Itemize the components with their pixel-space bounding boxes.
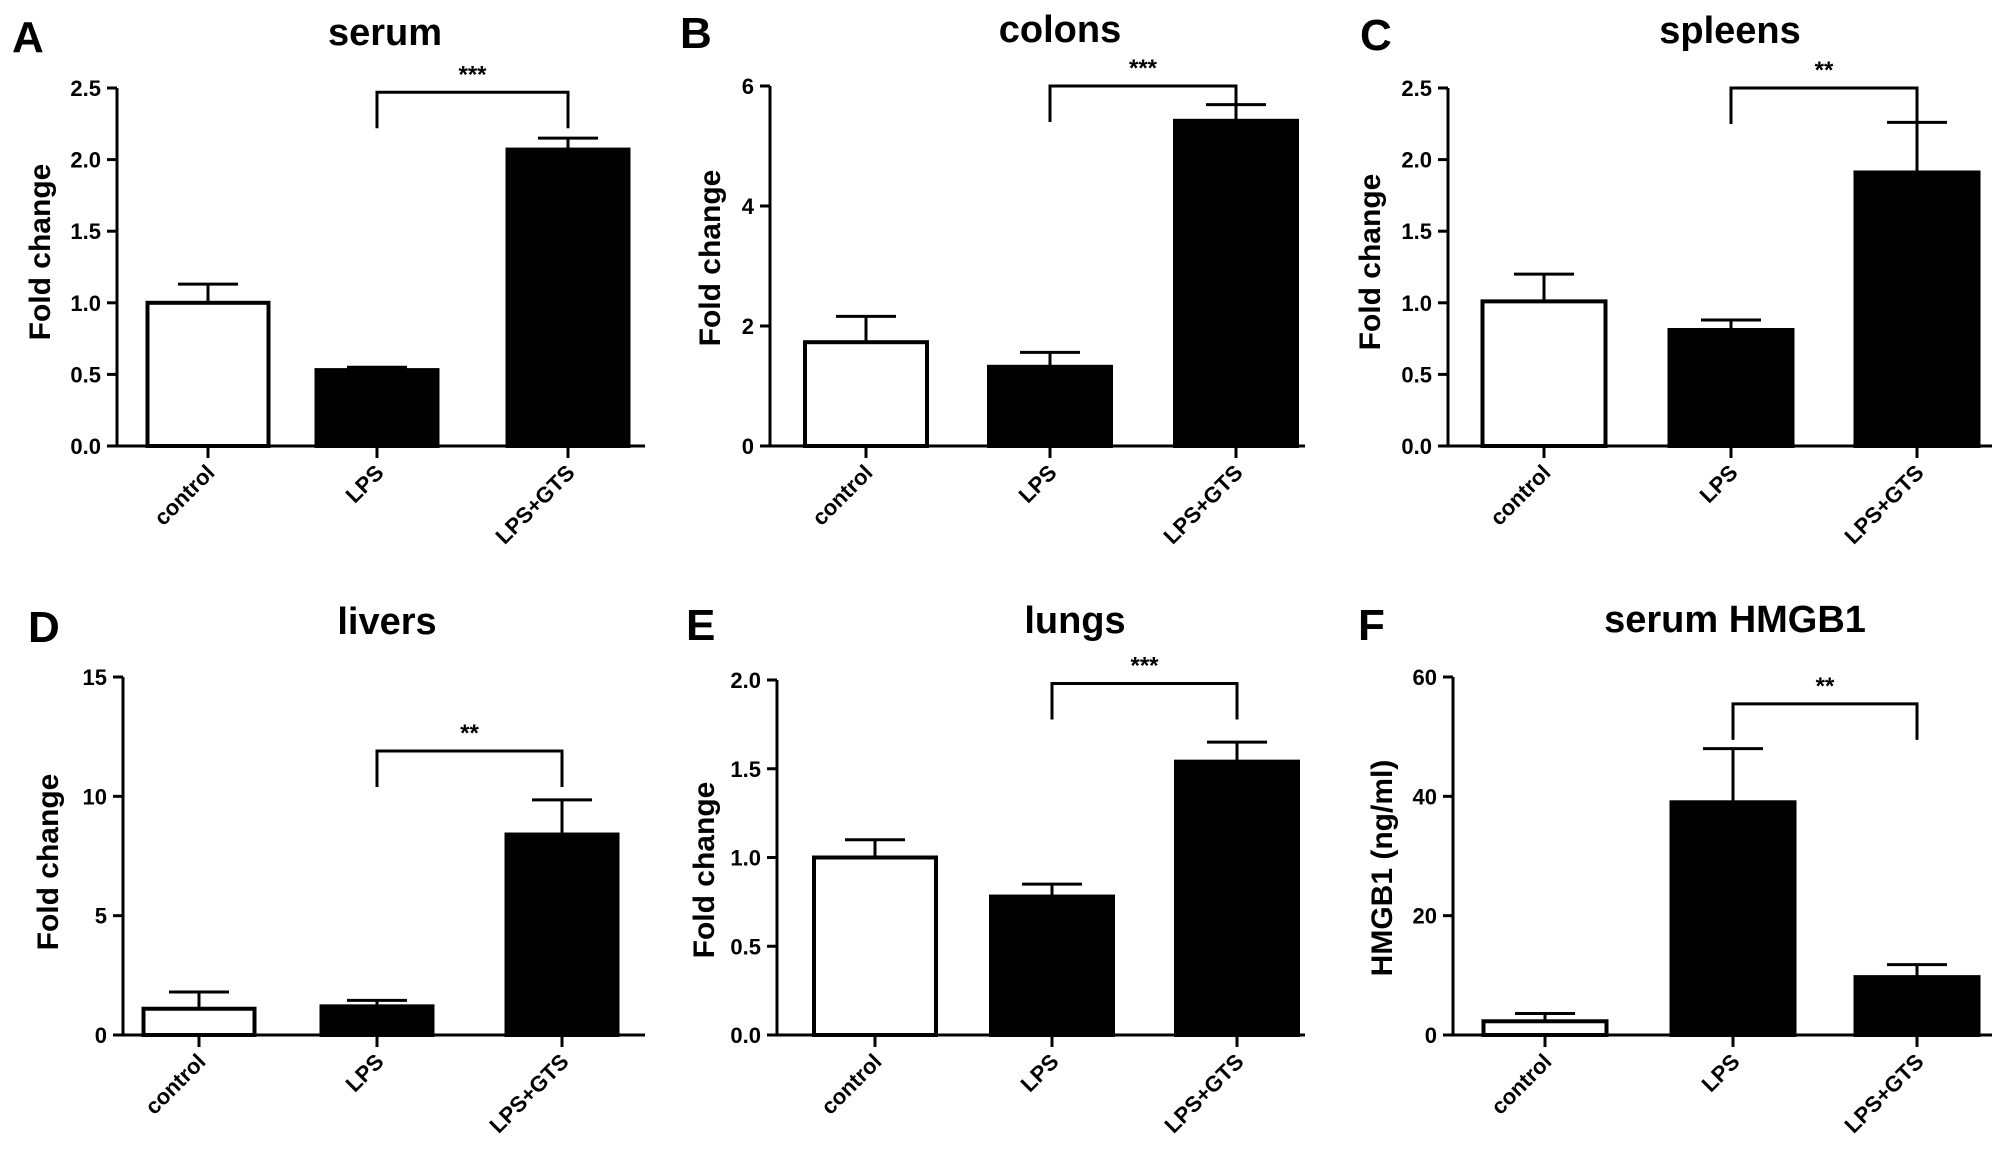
y-tick-label: 40 [1413,784,1437,809]
bar [1173,118,1299,449]
chart-title: livers [337,601,436,643]
chart-title: serum HMGB1 [1604,599,1866,641]
panel-letter: D [28,603,60,652]
significance-bracket [375,749,564,787]
significance-bracket [1050,682,1239,720]
y-tick-label: 1.0 [70,291,101,316]
y-tick-label: 0.5 [1401,362,1432,387]
y-tick-label: 15 [83,665,107,690]
significance-bracket [375,90,570,129]
y-axis-label: Fold change [694,170,727,347]
significance-label: ** [1815,57,1834,84]
significance-bracket [1731,702,1919,740]
panel-letter: E [686,601,715,650]
bar [504,832,620,1038]
bar [141,1006,257,1037]
bar [989,894,1115,1037]
y-tick-label: 4 [742,194,755,219]
chart-panel-c: C spleens Fold change 0.0 0.5 1.0 1.5 2.0 2.5… [1354,10,1992,549]
y-tick-label: 60 [1413,665,1437,690]
significance-label: *** [1129,55,1158,82]
bar [1853,170,1981,448]
y-tick-label: 10 [83,784,107,809]
chart-panel-a: A serum Fold change 0.00.51.01.52.02.5co… [12,12,645,549]
y-tick-label: 0 [742,434,754,459]
panel-letter: B [680,9,712,58]
bar [1669,800,1797,1037]
bar [319,1004,435,1037]
y-tick-label: 20 [1413,904,1437,929]
bar [1853,975,1981,1038]
significance-bracket [1048,84,1238,122]
y-axis-label: Fold change [688,782,721,959]
chart-title: lungs [1024,600,1125,642]
y-axis-label: HMGB1 (ng/ml) [1366,760,1399,977]
y-tick-label: 2.0 [70,148,101,173]
y-tick-label: 2.5 [1401,76,1432,101]
chart-title: serum [328,12,442,54]
significance-label: ** [460,720,479,747]
y-axis-label: Fold change [24,164,57,341]
bar [1667,328,1795,448]
y-tick-label: 1.5 [1401,219,1432,244]
chart-panel-f: F serum HMGB1 HMGB1 (ng/ml) 0204060contr… [1358,599,1992,1138]
y-axis-label: Fold change [32,774,65,951]
bar [812,855,938,1037]
y-tick-label: 0.0 [70,434,101,459]
y-tick-label: 2 [742,314,754,339]
panel-letter: F [1358,601,1385,650]
y-tick-label: 1.0 [1401,291,1432,316]
y-tick-label: 6 [742,74,754,99]
y-tick-label: 2.0 [730,668,761,693]
chart-title: spleens [1659,10,1801,52]
y-tick-label: 0.0 [1401,434,1432,459]
bar [803,340,929,449]
panel-letter: C [1360,11,1392,60]
chart-title: colons [999,9,1121,51]
bar [987,364,1113,448]
y-tick-label: 5 [95,904,107,929]
y-tick-label: 1.5 [730,757,761,782]
significance-label: ** [1816,673,1835,700]
y-tick-label: 1.0 [730,846,761,871]
y-tick-label: 1.5 [70,219,101,244]
significance-label: *** [1130,653,1159,680]
bar [314,368,440,449]
significance-label: *** [458,61,487,88]
bar [1174,759,1300,1038]
y-tick-label: 0.5 [70,362,101,387]
y-tick-label: 0 [95,1023,107,1048]
y-tick-label: 0 [1425,1023,1437,1048]
y-tick-label: 2.0 [1401,148,1432,173]
bar [1480,299,1608,449]
y-tick-label: 0.0 [730,1023,761,1048]
bar [1481,1019,1609,1038]
y-tick-label: 0.5 [730,934,761,959]
panel-letter: A [12,13,44,62]
y-axis-label: Fold change [1354,174,1387,351]
bar [505,147,631,449]
y-tick-label: 2.5 [70,76,101,101]
bar [145,300,271,448]
significance-bracket [1729,86,1919,124]
